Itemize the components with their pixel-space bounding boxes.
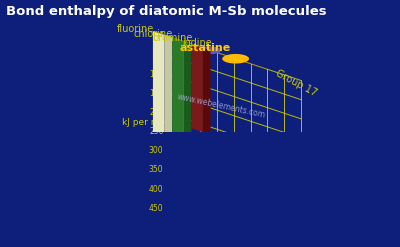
Text: Bond enthalpy of diatomic M-Sb molecules: Bond enthalpy of diatomic M-Sb molecules — [6, 5, 326, 18]
Polygon shape — [222, 54, 249, 63]
Text: 250: 250 — [149, 127, 164, 136]
Polygon shape — [192, 128, 211, 135]
Text: iodine: iodine — [182, 38, 212, 48]
Text: bromine: bromine — [152, 33, 192, 43]
Text: chlorine: chlorine — [134, 29, 173, 39]
Text: www.webelements.com: www.webelements.com — [176, 92, 266, 120]
Polygon shape — [172, 38, 184, 162]
Text: 300: 300 — [149, 146, 164, 155]
Polygon shape — [153, 31, 266, 69]
Polygon shape — [184, 41, 192, 165]
Text: astatine: astatine — [180, 43, 231, 53]
Text: 450: 450 — [149, 204, 164, 213]
Text: 50: 50 — [154, 50, 164, 59]
Polygon shape — [203, 48, 211, 135]
Text: 0: 0 — [159, 31, 164, 40]
Text: 100: 100 — [149, 70, 164, 79]
Polygon shape — [192, 44, 203, 132]
Polygon shape — [200, 47, 221, 54]
Polygon shape — [164, 35, 172, 206]
Text: Group 17: Group 17 — [274, 68, 318, 98]
Polygon shape — [153, 200, 172, 206]
Text: 150: 150 — [149, 89, 164, 98]
Polygon shape — [259, 66, 266, 69]
Text: 350: 350 — [149, 165, 164, 174]
Polygon shape — [172, 158, 192, 165]
Text: 200: 200 — [149, 108, 164, 117]
Polygon shape — [153, 31, 164, 204]
Polygon shape — [153, 31, 259, 66]
Text: kJ per mol: kJ per mol — [122, 118, 168, 126]
Text: fluorine: fluorine — [117, 24, 154, 34]
Text: 400: 400 — [149, 185, 164, 194]
